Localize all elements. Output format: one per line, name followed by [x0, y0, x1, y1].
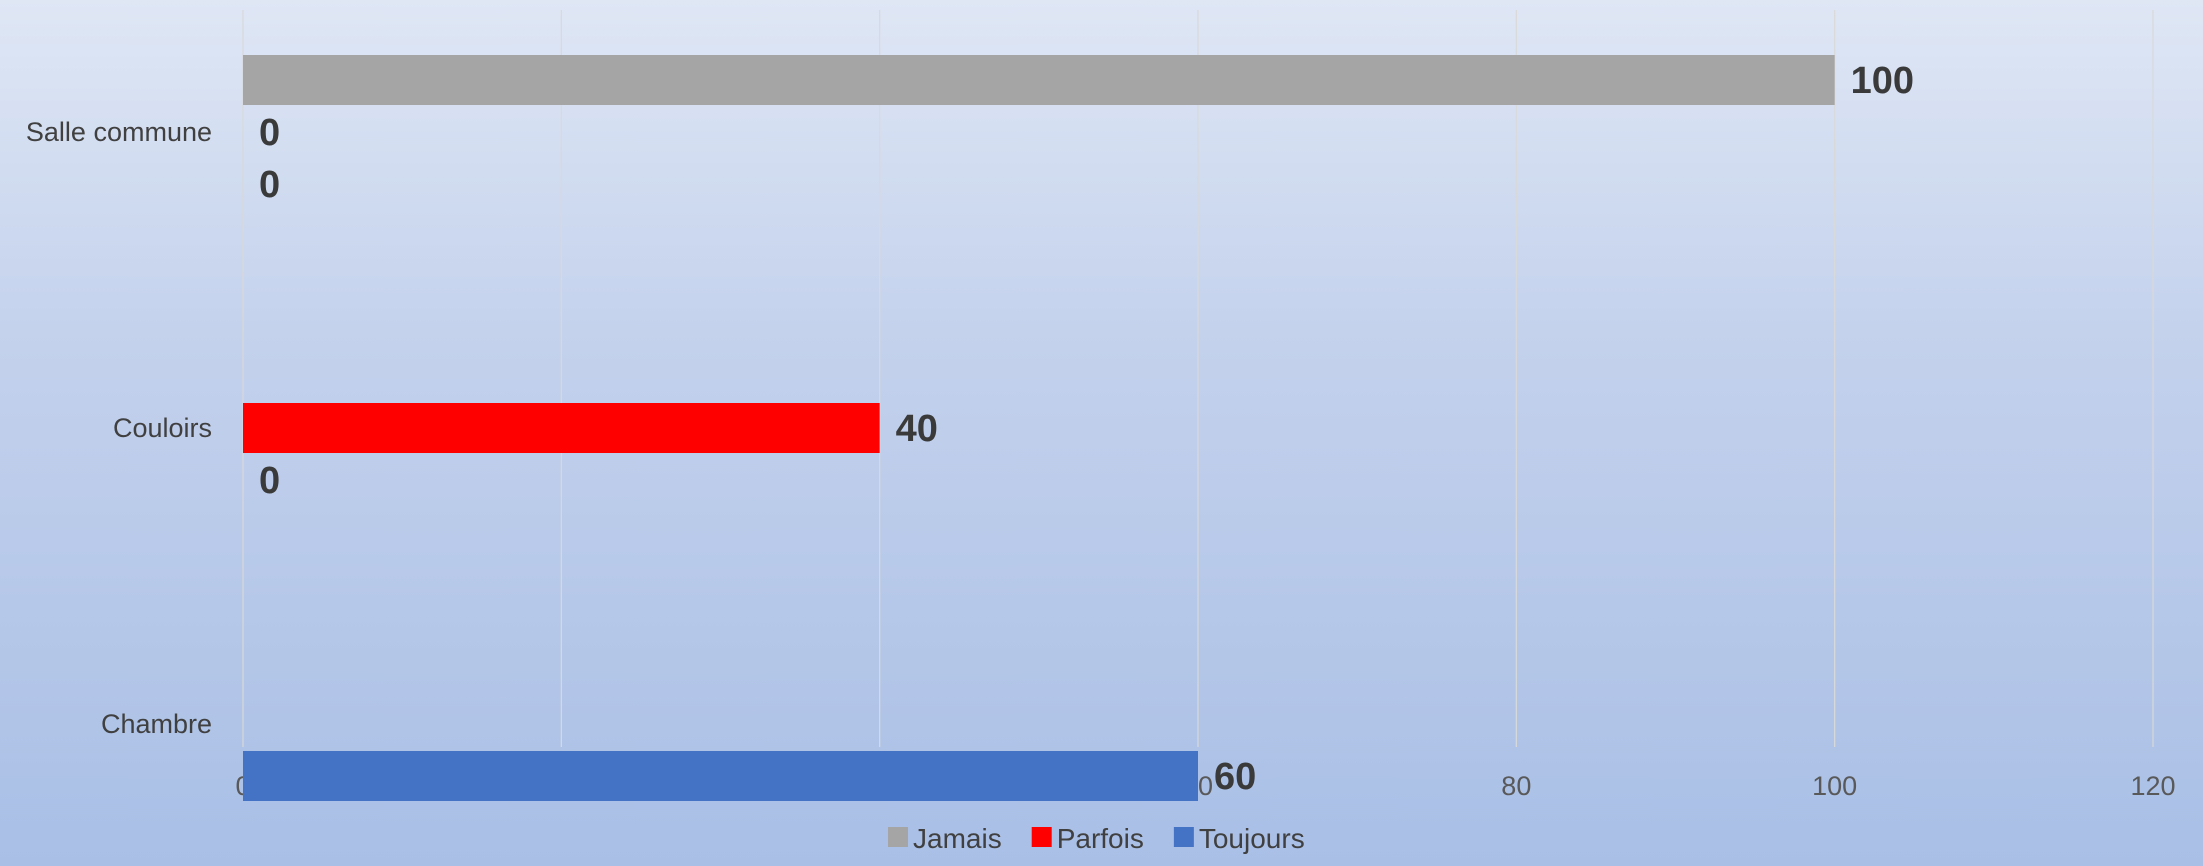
legend-item-jamais: Jamais [913, 823, 1002, 854]
category-label: Chambre [101, 709, 212, 739]
bar-toujours [243, 751, 1198, 801]
data-label: 0 [259, 112, 280, 154]
x-tick-label: 120 [2130, 771, 2175, 801]
data-label: 40 [896, 408, 938, 450]
legend-item-parfois: Parfois [1057, 823, 1144, 854]
data-label: 60 [1214, 756, 1256, 798]
category-label: Couloirs [113, 413, 212, 443]
category-label: Salle commune [26, 117, 212, 147]
legend-swatch-jamais [888, 827, 908, 847]
legend-swatch-parfois [1031, 827, 1052, 847]
x-tick-label: 80 [1501, 771, 1531, 801]
x-tick-label: 100 [1812, 771, 1857, 801]
bar-jamais [243, 55, 1835, 105]
legend-swatch-toujours [1173, 827, 1194, 847]
legend-item-toujours: Toujours [1199, 823, 1305, 854]
data-label: 0 [259, 460, 280, 502]
bar-parfois [243, 403, 880, 453]
data-label: 100 [1851, 60, 1914, 102]
data-label: 0 [259, 164, 280, 206]
